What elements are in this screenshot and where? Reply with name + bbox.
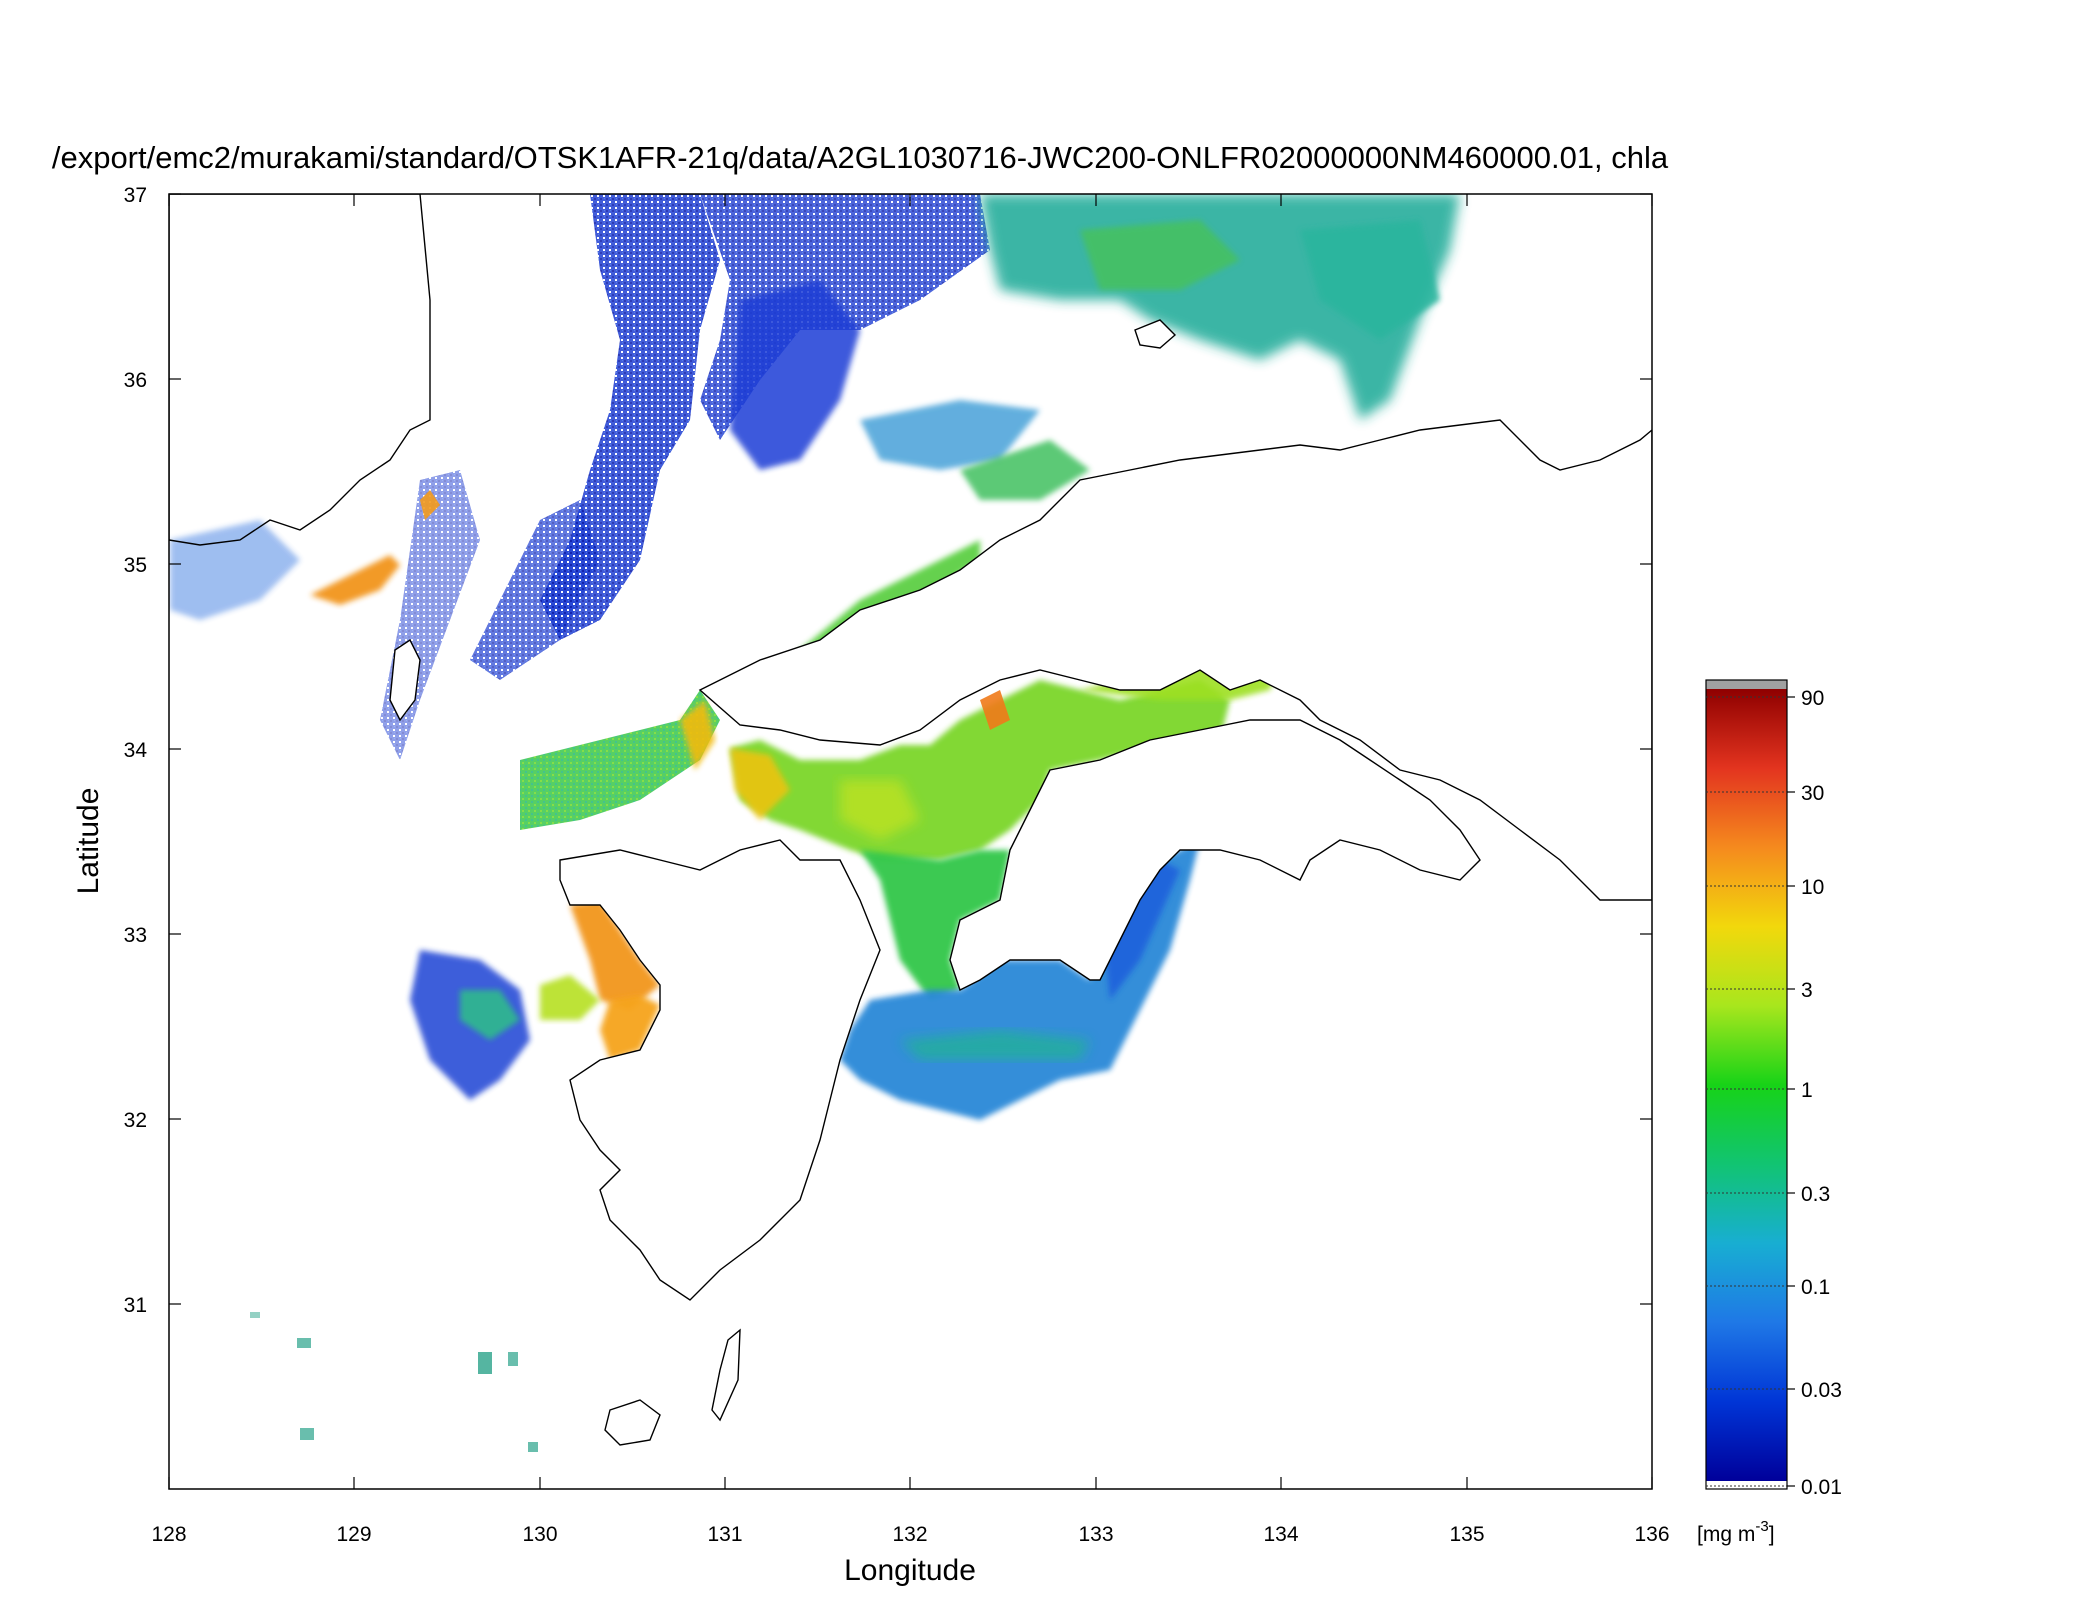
y-tick-label: 34 — [124, 739, 148, 762]
colorbar-tick-label: 30 — [1801, 782, 1824, 805]
colorbar-tick-label: 10 — [1801, 876, 1824, 899]
colorbar-dotted-lines — [1706, 696, 1787, 1487]
y-tick-labels: 31 32 33 34 35 36 37 — [124, 184, 148, 1317]
colorbar-tick-label: 0.3 — [1801, 1183, 1830, 1206]
coastline-kyushu — [559, 839, 881, 1301]
colorbar-tick-label: 0.03 — [1801, 1379, 1842, 1402]
x-tick-label: 128 — [151, 1523, 186, 1546]
colorbar-overflow-cap — [1706, 680, 1787, 689]
colorbar-ticks — [1787, 696, 1795, 1487]
x-tick-label: 132 — [892, 1523, 927, 1546]
chla-field-teal-band — [860, 194, 1460, 500]
colorbar-tick-label: 90 — [1801, 687, 1824, 710]
plot-area — [169, 194, 1652, 1489]
colorbar-underflow-cap — [1706, 1481, 1787, 1489]
colorbar-tick-label: 1 — [1801, 1079, 1813, 1102]
x-tick-label: 136 — [1634, 1523, 1669, 1546]
x-axis-label: Longitude — [844, 1554, 976, 1587]
chla-field-south-speckles — [250, 1312, 538, 1452]
x-tick-label: 134 — [1263, 1523, 1298, 1546]
y-tick-label: 33 — [124, 924, 147, 947]
colorbar-tick-label: 0.1 — [1801, 1276, 1830, 1299]
x-tick-label: 130 — [522, 1523, 557, 1546]
x-tick-label: 129 — [336, 1523, 371, 1546]
chla-field-tsushima-strait — [520, 690, 720, 830]
y-tick-label: 35 — [124, 554, 147, 577]
coastlines — [169, 194, 1652, 1446]
y-tick-label: 36 — [124, 369, 147, 392]
x-tick-labels: 128 129 130 131 132 133 134 135 136 — [151, 1523, 1669, 1546]
colorbar-unit-suffix: ] — [1769, 1523, 1775, 1546]
x-tick-label: 131 — [707, 1523, 742, 1546]
colorbar-tick-label: 3 — [1801, 979, 1813, 1002]
x-tick-label: 135 — [1449, 1523, 1484, 1546]
y-tick-label: 32 — [124, 1109, 147, 1132]
colorbar-tick-label: 0.01 — [1801, 1476, 1842, 1499]
colorbar-unit-prefix: [mg m — [1697, 1523, 1755, 1546]
chla-patch-korea-east — [420, 490, 440, 520]
y-tick-label: 31 — [124, 1294, 147, 1317]
coastline-yakushima — [604, 1399, 661, 1446]
chla-field-sea-of-japan — [170, 194, 990, 760]
coastline-tsushima — [389, 638, 421, 722]
chla-field-ariake — [410, 900, 660, 1100]
chla-field-pacific — [840, 840, 1200, 1120]
colorbar-frame — [1705, 679, 1788, 1490]
colorbar-tick-labels: 0.01 0.03 0.1 0.3 1 3 10 30 90 — [1801, 687, 1842, 1499]
axis-ticks — [168, 193, 1653, 1489]
chla-field-korea-coast — [310, 555, 400, 605]
y-tick-label: 37 — [124, 184, 147, 207]
coastline-oki — [1134, 319, 1177, 349]
colorbar-unit-label: [mg m-3] — [1697, 1518, 1775, 1546]
coastline-shikoku — [949, 719, 1481, 991]
y-axis-label: Latitude — [72, 788, 105, 895]
colorbar: 0.01 0.03 0.1 0.3 1 3 10 30 90 [mg m-3] — [1697, 679, 1842, 1546]
figure-title: /export/emc2/murakami/standard/OTSK1AFR-… — [52, 140, 1669, 175]
x-tick-label: 133 — [1078, 1523, 1113, 1546]
coastline-tanegashima — [711, 1328, 741, 1422]
colorbar-gradient — [1706, 689, 1787, 1481]
colorbar-unit-exponent: -3 — [1755, 1518, 1768, 1535]
coastline-korea — [169, 194, 431, 546]
chla-field-bungo-channel — [860, 850, 1010, 1000]
coastline-honshu-chugoku — [698, 419, 1652, 901]
